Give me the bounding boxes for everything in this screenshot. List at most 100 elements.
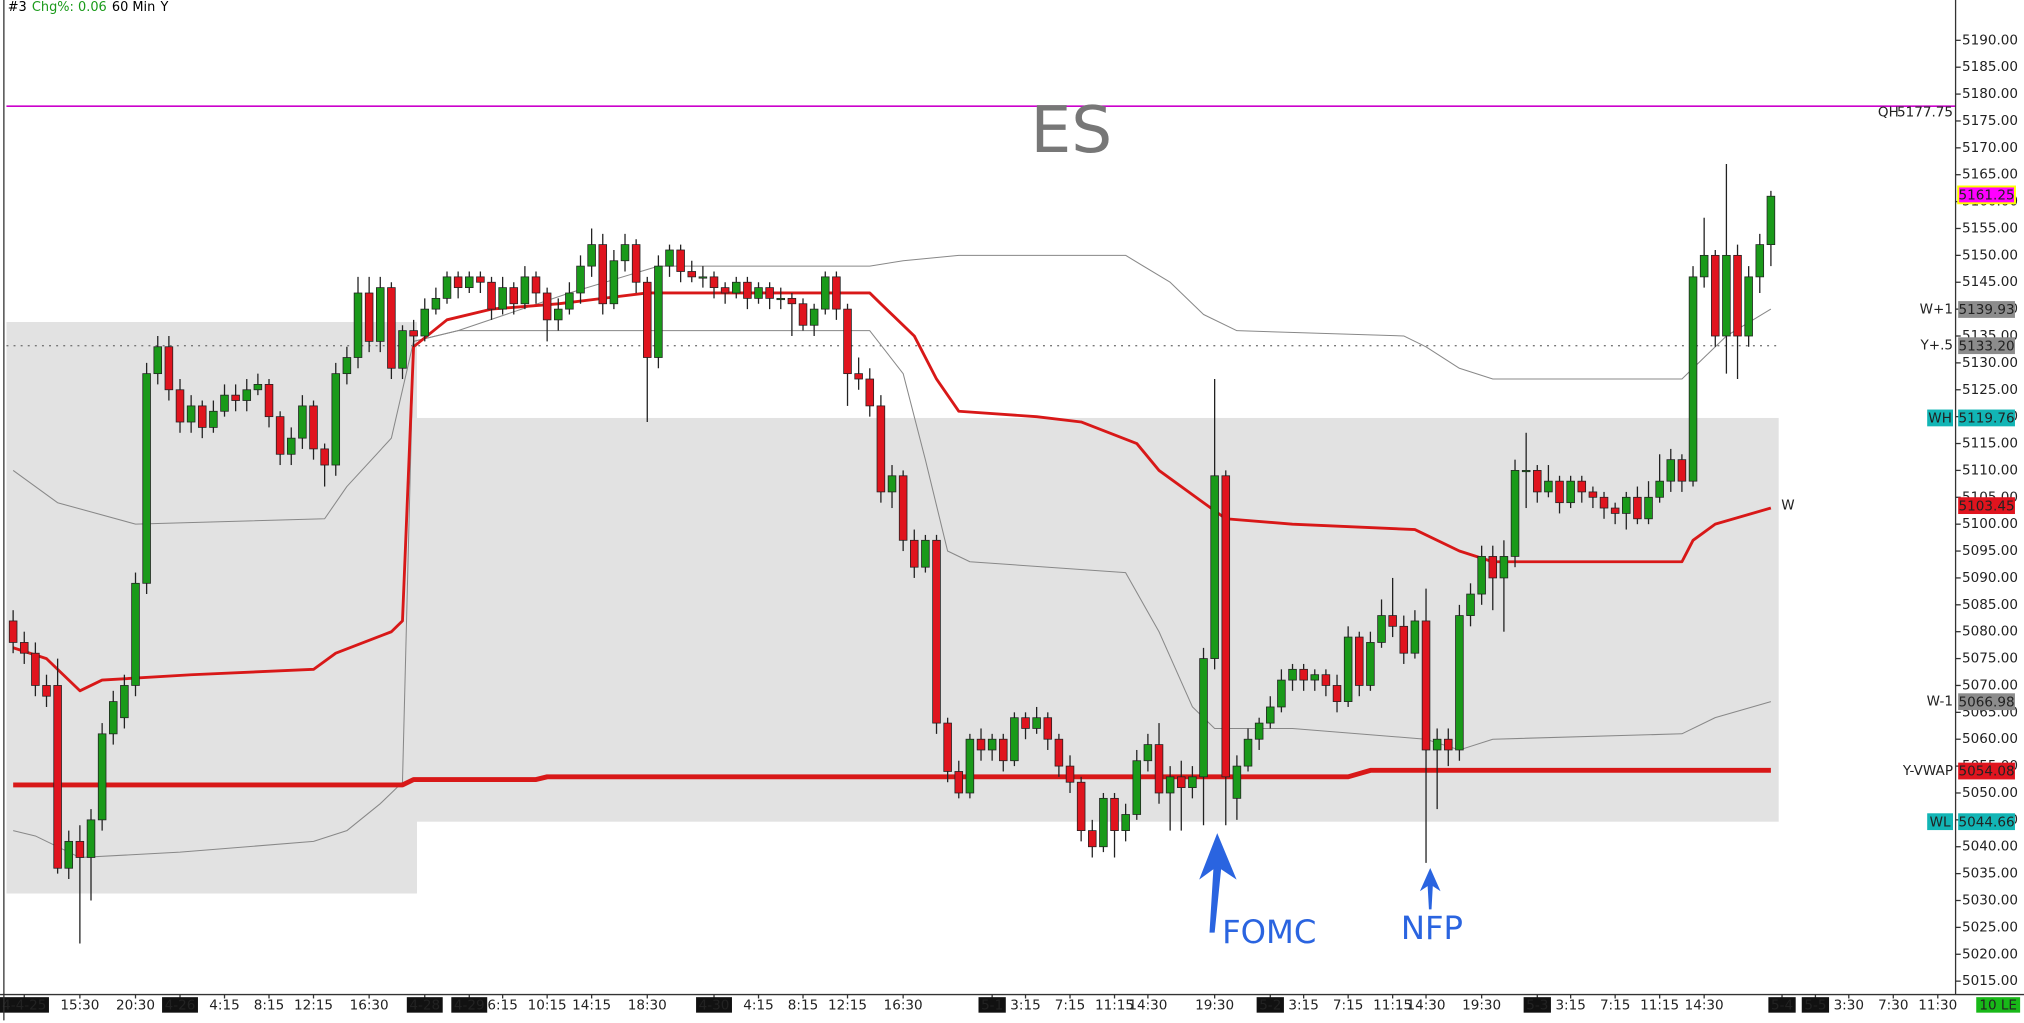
y-tick-label: 5050.00 (1962, 785, 2018, 801)
candle-body (19, 642, 29, 654)
candle-body (442, 276, 452, 299)
candle-body (1366, 642, 1375, 686)
level-name: Y-VWAP (1902, 763, 1953, 779)
candle-body (865, 378, 875, 407)
x-tick-label: 14:30 (1685, 998, 1724, 1014)
candle-body (976, 738, 986, 751)
candle-body (1377, 615, 1386, 643)
indicator-line (12, 254, 1772, 525)
candle-body (1499, 556, 1509, 579)
x-tick-label: 4-26 (165, 998, 196, 1014)
x-tick-label: 5-3 (1526, 998, 1548, 1014)
event-annotation: NFP (1401, 909, 1463, 947)
y-tick-label: 5075.00 (1962, 651, 2018, 667)
x-tick-label: 12:15 (828, 998, 867, 1014)
x-tick-label: 19:30 (1462, 998, 1501, 1014)
price-tag (1958, 813, 2015, 831)
y-tick-label: 5145.00 (1962, 274, 2018, 290)
candle-body (1677, 459, 1687, 482)
y-tick-label: 5130.00 (1962, 355, 2018, 371)
x-tick-label: 3:30 (1834, 998, 1864, 1014)
x-tick-label: 7:15 (1600, 998, 1630, 1014)
level-name: QH (1878, 105, 1899, 121)
candle-body (465, 276, 474, 289)
candle-body (1165, 776, 1175, 794)
x-tick-label: 19:30 (1195, 998, 1234, 1014)
candle-body (275, 416, 285, 455)
candle-body (1588, 491, 1598, 498)
price-tag-label: 5054.08 (1959, 764, 2015, 780)
x-tick-label: 16:30 (884, 998, 923, 1014)
candle-body (876, 405, 886, 493)
candle-body (1143, 744, 1153, 762)
candle-body (787, 297, 797, 305)
candle-body (776, 297, 786, 301)
level-name: WH (1928, 411, 1952, 427)
x-date-box (978, 997, 1006, 1013)
candle-body (164, 346, 174, 391)
candle-body (587, 244, 596, 267)
candle-body (1010, 717, 1019, 762)
main-layer (8, 163, 1776, 944)
candle-body (131, 582, 140, 686)
candle-body (31, 652, 40, 686)
candle-body (476, 276, 485, 283)
candle-body (1099, 797, 1108, 848)
candle-body (1633, 496, 1642, 520)
x-tick-label: 14:30 (1128, 998, 1167, 1014)
candle-body (1088, 830, 1097, 848)
price-tag-label: 5119.76 (1959, 411, 2015, 427)
x-tick-label: 14:15 (572, 998, 611, 1014)
candle-body (732, 281, 741, 294)
price-tag-label: 5103.45 (1959, 498, 2015, 514)
candle-body (1232, 765, 1242, 799)
candle-body (86, 819, 96, 858)
y-tick-label: 5095.00 (1962, 543, 2018, 559)
price-tag (1958, 693, 2015, 711)
candle-body (965, 738, 975, 794)
fomc-arrow (1199, 833, 1237, 933)
y-tick-label: 5100.00 (1962, 516, 2018, 532)
x-tick-label: 7:15 (1055, 998, 1085, 1014)
price-tag (1958, 337, 2015, 355)
x-date-box (696, 997, 732, 1013)
price-tag-label: 5139.93 (1959, 302, 2015, 318)
candle-body (1254, 722, 1264, 740)
x-tick-label: 3:15 (1010, 998, 1040, 1014)
candle-body (298, 405, 307, 439)
candle-body (620, 244, 630, 262)
x-tick-label: 10:15 (528, 998, 567, 1014)
candle-body (1666, 459, 1676, 482)
value-area (416, 417, 1779, 822)
candle-body (1321, 674, 1331, 686)
candle-body (542, 292, 552, 321)
candle-body (453, 276, 463, 289)
y-tick-label: 5040.00 (1962, 839, 2018, 855)
candle-body (242, 389, 252, 401)
candle-body (1555, 480, 1564, 504)
candle-body (932, 539, 941, 724)
candle-body (698, 276, 708, 279)
x-tick-label: 3:15 (1555, 998, 1585, 1014)
candle-body (209, 410, 218, 428)
status-box (1976, 997, 2021, 1013)
candle-body (286, 437, 296, 455)
x-tick-label: 4-28 (409, 998, 440, 1014)
candle-body (554, 308, 563, 321)
candle-body (821, 276, 830, 310)
candle-body (765, 287, 774, 299)
candle-body (1455, 615, 1464, 751)
price-tag (1958, 409, 2015, 427)
y-tick-label: 5080.00 (1962, 624, 2018, 640)
candle-body (1444, 738, 1453, 751)
candle-body (1711, 254, 1720, 337)
y-tick-label: 5190.00 (1962, 32, 2018, 48)
candle-body (231, 394, 240, 401)
x-tick-label: 8:15 (788, 998, 818, 1014)
candle-body (108, 701, 118, 735)
candle-body (1021, 717, 1030, 729)
x-date-box (162, 997, 198, 1013)
x-date-box (451, 997, 488, 1013)
price-tag-label: 5177.75 (1897, 105, 1953, 121)
candle-body (987, 738, 997, 751)
